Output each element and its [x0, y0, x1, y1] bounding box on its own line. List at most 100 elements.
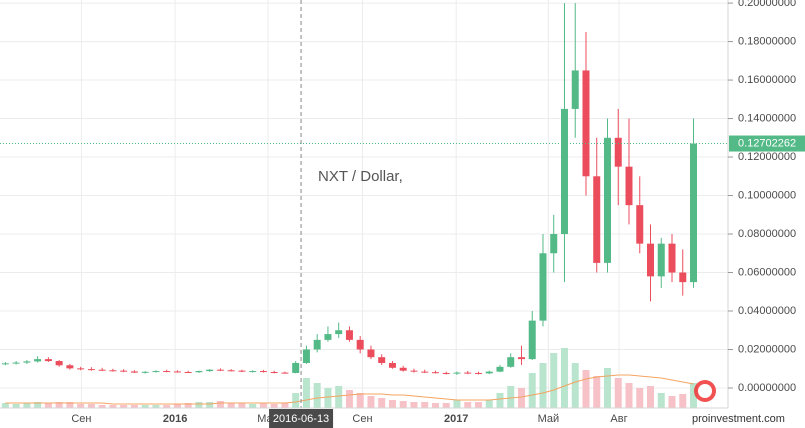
candle-body — [636, 205, 644, 244]
volume-bar — [120, 405, 128, 408]
volume-bar — [560, 348, 568, 408]
volume-bar — [345, 390, 353, 408]
volume-bar — [184, 403, 192, 408]
x-tick-label: Сен — [71, 413, 91, 425]
volume-bar — [141, 405, 149, 408]
volume-bar — [281, 403, 289, 408]
candle-body — [98, 369, 106, 371]
volume-bar — [44, 403, 52, 408]
candle-body — [603, 137, 611, 263]
candle-body — [23, 361, 31, 363]
volume-bar — [34, 402, 42, 408]
volume-bar — [507, 386, 515, 408]
candle-body — [571, 70, 579, 109]
candle-body — [625, 166, 633, 206]
candle-body — [227, 370, 235, 372]
x-tick-label: Май — [538, 413, 560, 425]
candle-body — [431, 372, 439, 374]
candle-body — [216, 369, 224, 371]
candle-body — [485, 371, 493, 374]
candle-body — [474, 372, 482, 374]
volume-bar — [163, 405, 171, 408]
candle-body — [109, 370, 117, 372]
volume-bar — [647, 386, 655, 408]
candle-body — [668, 243, 676, 273]
candle-body — [539, 253, 547, 321]
y-tick-label: 0.12000000 — [738, 151, 796, 163]
volume-bar — [603, 368, 611, 408]
candle-body — [345, 330, 353, 340]
crosshair-box — [269, 409, 334, 428]
candle-body — [87, 369, 95, 371]
candle-body — [647, 243, 655, 277]
y-tick-label: 0.20000000 — [738, 0, 796, 9]
volume-bar — [539, 363, 547, 408]
volume-bar — [636, 388, 644, 408]
volume-bar — [335, 386, 343, 408]
candle-body — [270, 372, 278, 374]
logo-inner — [698, 384, 712, 398]
x-tick-label: Авг — [610, 413, 627, 425]
y-tick-label: 0.18000000 — [738, 35, 796, 47]
volume-bar — [399, 401, 407, 408]
volume-bar — [528, 373, 536, 408]
candle-body — [421, 371, 429, 373]
volume-bar — [421, 402, 429, 408]
volume-bar — [227, 403, 235, 408]
volume-bar — [66, 402, 74, 408]
candle-body — [388, 362, 396, 368]
candle-body — [679, 272, 687, 283]
chart-title: NXT / Dollar, — [318, 168, 403, 185]
volume-bar — [270, 404, 278, 408]
candle-body — [238, 370, 246, 372]
volume-bar — [313, 383, 321, 408]
candle-body — [560, 108, 568, 235]
candle-body — [335, 330, 343, 335]
candle-body — [690, 143, 698, 283]
candle-body — [120, 370, 128, 372]
volume-bar — [259, 403, 267, 408]
y-tick-label: 0.04000000 — [738, 305, 796, 317]
volume-bar — [614, 378, 622, 408]
candle-body — [582, 70, 590, 177]
watermark: proinvestment.com — [692, 413, 785, 425]
volume-bar — [474, 402, 482, 408]
volume-bar — [109, 405, 117, 408]
candle-body — [281, 372, 289, 374]
volume-bar — [216, 401, 224, 408]
volume-bar — [206, 402, 214, 408]
volume-bar — [582, 370, 590, 408]
candle-body — [184, 372, 192, 374]
candle-body — [292, 362, 300, 373]
candle-body — [324, 334, 332, 340]
candle-body — [195, 371, 203, 373]
x-tick-label: 2016 — [163, 413, 187, 425]
volume-bar — [690, 383, 698, 408]
volume-bar — [517, 388, 525, 408]
candle-body — [259, 371, 267, 373]
volume-bar — [593, 376, 601, 408]
volume-bar — [356, 393, 364, 408]
volume-bar — [1, 403, 9, 408]
volume-bar — [453, 400, 461, 408]
volume-bar — [668, 396, 676, 408]
candle-body — [528, 320, 536, 360]
volume-bar — [292, 393, 300, 408]
candle-body — [302, 349, 310, 363]
volume-bar — [302, 378, 310, 408]
candle-body — [44, 359, 52, 362]
volume-bar — [249, 404, 257, 408]
volume-bar — [496, 393, 504, 408]
volume-bar — [571, 363, 579, 408]
candle-body — [496, 366, 504, 372]
candle-body — [173, 371, 181, 373]
volume-bar — [388, 400, 396, 408]
volume-bar — [324, 388, 332, 408]
candle-body — [249, 371, 257, 373]
candle-body — [399, 367, 407, 371]
candle-body — [206, 369, 214, 372]
volume-bar — [367, 396, 375, 408]
candle-body — [367, 349, 375, 358]
